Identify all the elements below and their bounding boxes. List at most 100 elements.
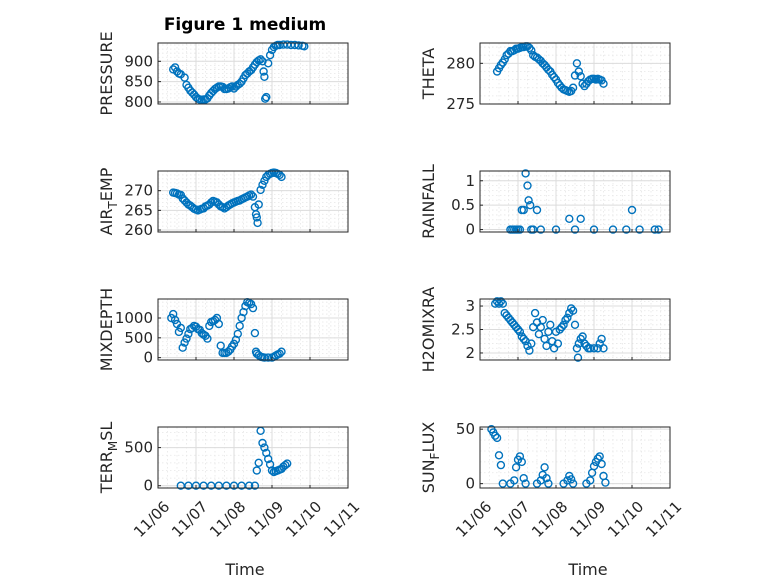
y-tick-label: 2 [465,344,475,362]
data-point [570,225,580,234]
y-axis-label: THETA [419,48,438,100]
data-point [494,299,504,308]
data-point [281,460,290,470]
data-point [187,323,197,333]
data-point [496,460,506,470]
axes-box [157,42,349,105]
y-axis-label-main: RAINFALL [419,164,438,239]
data-point [510,476,519,485]
data-point [568,479,578,488]
x-tick-label: 11/06 [452,498,495,541]
data-point [568,306,578,315]
y-axis-label: H2OMIXRA [419,287,438,373]
y-axis-label-main: AIR [97,209,116,236]
data-point [258,438,267,448]
data-point [599,344,608,353]
data-point [235,79,244,88]
data-point [264,454,273,464]
y-axis-label-main: TERR [97,451,116,494]
data-point [521,479,530,488]
data-point [601,478,610,487]
data-point [174,327,184,337]
data-point [244,481,254,490]
data-point [233,329,243,339]
data-point [527,46,536,55]
x-tick-label: 11/11 [642,498,685,541]
data-point [608,225,618,234]
data-point [283,459,292,468]
data-point [635,225,644,234]
y-axis-label: PRESSURE [97,31,116,115]
x-tick-label: 11/07 [490,498,533,541]
y-tick-label: 850 [124,73,153,91]
data-point [595,452,604,461]
x-tick-label: 11/07 [168,498,211,541]
y-tick-label: 0 [143,349,153,367]
data-point [261,94,270,103]
axes-box [479,42,671,105]
data-point [515,452,525,461]
y-axis-label-main: THETA [419,48,438,100]
data-point [572,344,582,353]
y-tick-label: 2.5 [451,321,475,339]
data-point [627,205,637,215]
data-point [250,481,260,490]
y-axis-label-rest: EMP [97,167,116,201]
data-point [527,339,536,348]
data-point [523,181,532,190]
data-point [254,458,263,467]
subplot-6: 2 2.5 3 H2OMIXRA [419,287,671,373]
data-point [519,334,528,344]
y-tick-label: 0 [143,477,153,495]
y-axis-label-main: SUN [419,459,438,493]
y-axis-label-subscript: T [106,201,120,210]
data-point [544,479,553,488]
data-point [246,190,256,199]
data-point [526,200,535,210]
data-point [260,176,269,186]
data-point [206,198,216,207]
y-tick-label: 1000 [115,309,153,327]
data-point [586,476,595,485]
data-point [593,344,602,353]
data-point [229,339,239,348]
axes-box [479,426,671,489]
data-point [576,214,585,224]
data-point [542,341,551,351]
x-axis-label-left: Time [224,560,264,579]
data-point [563,313,572,322]
subplot-4: 0 0.5 1 RAINFALL [419,164,671,239]
y-axis-label: AIRTEMP [97,167,120,235]
data-point [654,225,663,234]
x-tick-label: 11/06 [130,498,173,541]
data-point [513,325,523,334]
data-point [187,88,197,97]
data-point [246,299,256,309]
data-point [567,304,576,313]
data-point [530,308,540,318]
data-point [259,67,268,76]
data-point [542,474,551,483]
data-point [599,79,608,88]
subplot-7: 0500TERRMSL11/0611/0711/0811/0911/1011/1… [97,422,363,541]
axes-box [157,298,349,361]
data-point [182,334,191,343]
data-point [622,225,631,234]
data-point [511,463,521,472]
data-point [496,297,506,306]
subplot-2: 275 280 THETA [419,42,671,113]
y-tick-label: 50 [456,420,475,438]
y-tick-label: 270 [124,182,153,200]
y-tick-label: 0 [465,475,475,493]
y-tick-label: 265 [124,201,153,219]
figure-title: Figure 1 medium [164,15,326,35]
data-point [524,196,533,205]
y-tick-label: 900 [124,52,153,70]
y-tick-label: 800 [124,93,153,111]
y-axis-label-rest: SL [97,422,116,441]
data-point [521,169,530,178]
